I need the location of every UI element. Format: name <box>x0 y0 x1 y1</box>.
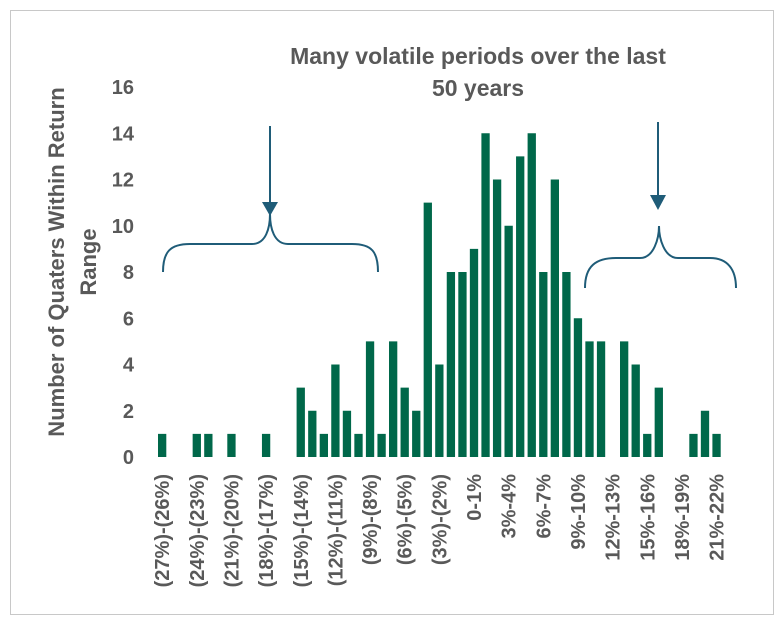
y-axis-label-line-2: Range <box>76 228 101 295</box>
histogram-bar <box>654 387 663 457</box>
histogram-bar <box>261 433 271 457</box>
histogram-bar <box>158 433 167 457</box>
y-tick-label: 6 <box>123 308 134 330</box>
x-tick-label: (18%)-(17%) <box>256 474 278 587</box>
histogram-bar <box>539 272 548 457</box>
histogram-bar <box>712 433 721 457</box>
x-tick-label: 0-1% <box>464 474 486 521</box>
histogram-bar <box>331 364 340 457</box>
right-arrow-head-icon <box>650 195 666 210</box>
x-tick-label: (24%)-(23%) <box>187 474 209 587</box>
histogram-bar <box>342 410 352 457</box>
left-arrow-head-icon <box>262 202 278 216</box>
x-tick-label: (21%)-(20%) <box>221 474 243 587</box>
x-tick-label: (6%)-(5%) <box>395 474 417 565</box>
histogram-bar <box>227 433 236 457</box>
histogram-bar <box>319 433 328 457</box>
histogram-bar <box>585 341 594 457</box>
x-axis-ticks: (27%)-(26%) (24%)-(23%) (21%)-(20%) (18%)-(… <box>152 474 728 588</box>
histogram-bar <box>296 387 305 457</box>
histogram-bar <box>204 433 213 457</box>
histogram-bar <box>423 202 432 457</box>
y-axis-ticks: 0 2 4 6 8 10 12 14 16 <box>112 77 135 469</box>
histogram-bar <box>412 410 421 457</box>
y-tick-label: 16 <box>112 77 134 99</box>
histogram-bar <box>550 179 559 457</box>
histogram-bar <box>504 225 513 457</box>
histogram-bar <box>700 410 710 457</box>
bar-series <box>158 133 721 457</box>
chart-frame <box>10 10 774 615</box>
x-tick-label: 6%-7% <box>533 474 555 539</box>
y-tick-label: 8 <box>123 262 134 284</box>
chart-title-line-2: 50 years <box>432 75 524 101</box>
histogram-bar <box>469 248 479 457</box>
histogram-bar <box>527 133 536 457</box>
y-tick-label: 2 <box>123 401 134 423</box>
x-tick-label: (3%)-(2%) <box>429 474 451 565</box>
histogram-bar <box>435 364 444 457</box>
y-axis-label-line-1: Number of Quaters Within Return <box>44 87 69 436</box>
x-tick-label: 9%-10% <box>568 474 590 550</box>
x-tick-label: (9%)-(8%) <box>360 474 382 565</box>
x-tick-label: 18%-19% <box>672 474 694 561</box>
histogram-bar <box>377 433 386 457</box>
x-tick-label: 12%-13% <box>603 474 625 561</box>
histogram-bar <box>192 433 201 457</box>
chart-title-line-1: Many volatile periods over the last <box>290 43 666 69</box>
histogram-bar <box>516 156 525 457</box>
left-tail-annotation <box>162 126 379 273</box>
y-tick-label: 12 <box>112 170 134 192</box>
x-tick-label: (12%)-(11%) <box>325 474 347 586</box>
histogram-bar <box>596 341 606 457</box>
y-tick-label: 4 <box>123 355 135 377</box>
histogram-bar <box>562 272 571 457</box>
histogram-bar <box>643 433 652 457</box>
y-tick-label: 0 <box>123 447 134 469</box>
histogram-bar <box>354 433 363 457</box>
histogram-bar <box>389 341 398 457</box>
left-brace <box>162 213 379 273</box>
histogram-bar <box>458 272 467 457</box>
histogram-bar <box>689 433 698 457</box>
x-tick-label: 21%-22% <box>707 474 729 561</box>
histogram-bar <box>620 341 629 457</box>
y-tick-label: 14 <box>112 123 135 145</box>
histogram-bar <box>400 387 409 457</box>
histogram-bar <box>481 133 490 457</box>
histogram-bar <box>365 341 375 457</box>
x-tick-label: 3%-4% <box>499 474 521 539</box>
histogram-bar <box>308 410 317 457</box>
histogram-bar <box>573 318 583 457</box>
x-tick-label: (27%)-(26%) <box>152 474 174 587</box>
y-tick-label: 10 <box>112 216 134 238</box>
x-tick-label: (15%)-(14%) <box>291 474 313 587</box>
right-brace <box>584 225 737 289</box>
histogram-bar <box>446 272 456 457</box>
x-tick-label: 15%-16% <box>637 474 659 561</box>
right-tail-annotation <box>584 122 737 289</box>
histogram-bar <box>492 179 502 457</box>
histogram-bar <box>631 364 640 457</box>
